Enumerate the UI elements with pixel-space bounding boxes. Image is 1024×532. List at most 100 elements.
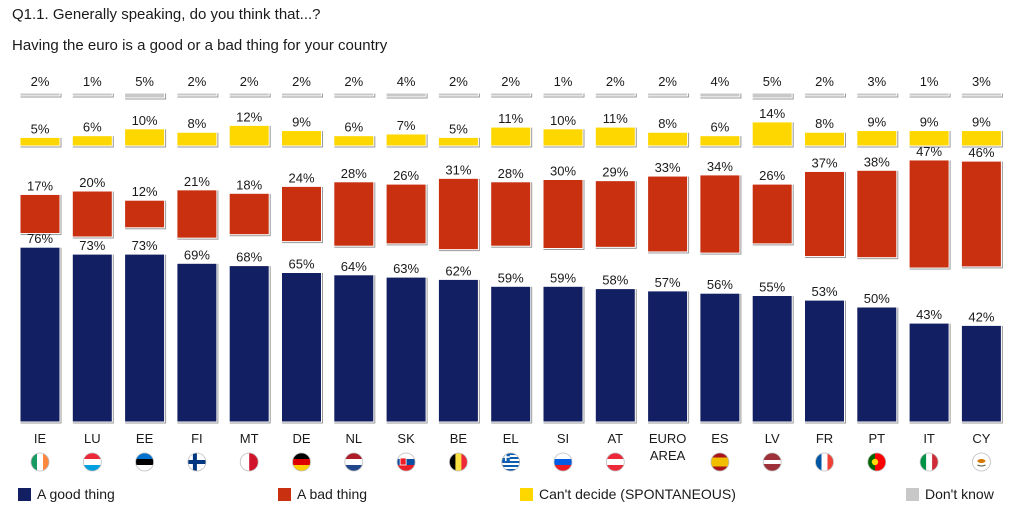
- label-dont-know-nl: 2%: [344, 74, 363, 89]
- legend-swatch-good: [18, 487, 31, 501]
- label-dont-know-euro-area: 2%: [658, 74, 677, 89]
- label-bad-be: 31%: [445, 162, 471, 177]
- label-dont-know-lu: 1%: [83, 74, 102, 89]
- bar-cant-decide-fi: [176, 131, 218, 147]
- label-good-lu: 73%: [79, 238, 105, 253]
- bar-dont-know-de: [281, 92, 322, 97]
- bar-bad-nl: [333, 181, 375, 247]
- label-cant-decide-euro-area: 8%: [658, 116, 677, 131]
- bar-good-sk: [385, 276, 427, 423]
- label-dont-know-lv: 5%: [763, 74, 782, 89]
- label-good-cy: 42%: [968, 309, 994, 324]
- question-subtitle: Having the euro is a good or a bad thing…: [12, 37, 388, 54]
- label-bad-de: 24%: [288, 170, 314, 185]
- category-label-at: AT: [607, 431, 623, 446]
- label-good-de: 65%: [288, 257, 314, 272]
- slovakia-flag-icon: [396, 452, 416, 472]
- bar-good-cy: [960, 324, 1002, 423]
- bar-cant-decide-ie: [19, 136, 61, 147]
- cyprus-flag-icon: [972, 452, 991, 472]
- bar-dont-know-si: [542, 92, 584, 97]
- label-cant-decide-fi: 8%: [188, 116, 207, 131]
- legend-item-good: A good thing: [18, 486, 115, 502]
- bar-cant-decide-pt: [856, 130, 898, 147]
- label-good-fi: 69%: [184, 247, 210, 262]
- latvia-flag-icon: [762, 452, 782, 472]
- label-cant-decide-mt: 12%: [236, 109, 262, 124]
- bar-good-lv: [751, 295, 793, 423]
- bar-dont-know-pt: [856, 92, 898, 97]
- bar-good-fr: [804, 299, 845, 423]
- label-cant-decide-el: 11%: [498, 111, 523, 126]
- label-cant-decide-it: 9%: [920, 115, 939, 130]
- label-dont-know-sk: 4%: [397, 74, 416, 89]
- bar-cant-decide-el: [490, 126, 532, 147]
- bar-dont-know-euro-area: [647, 92, 689, 97]
- label-cant-decide-ee: 10%: [132, 113, 158, 128]
- legend-label-good: A good thing: [37, 486, 115, 502]
- label-dont-know-fi: 2%: [188, 74, 207, 89]
- label-bad-mt: 18%: [236, 177, 262, 192]
- bar-bad-si: [542, 179, 584, 249]
- label-cant-decide-si: 10%: [550, 113, 576, 128]
- bar-bad-it: [908, 159, 950, 269]
- bar-good-lu: [71, 253, 113, 423]
- label-cant-decide-de: 9%: [292, 115, 311, 130]
- bar-cant-decide-ee: [124, 128, 166, 147]
- category-label-ie: IE: [34, 431, 47, 446]
- legend-swatch-cant-decide: [520, 487, 533, 501]
- legend-swatch-dont-know: [906, 487, 919, 501]
- category-label-ee: EE: [136, 431, 154, 446]
- label-cant-decide-fr: 8%: [815, 116, 834, 131]
- label-dont-know-cy: 3%: [972, 74, 991, 89]
- bar-good-nl: [333, 274, 375, 423]
- bar-bad-fi: [176, 189, 218, 239]
- label-good-es: 56%: [707, 277, 733, 292]
- spain-flag-icon: [710, 452, 730, 472]
- bar-good-de: [281, 272, 322, 423]
- estonia-flag-icon: [135, 452, 155, 472]
- finland-flag-icon: [187, 452, 207, 472]
- label-good-pt: 50%: [864, 291, 890, 306]
- label-bad-lv: 26%: [759, 168, 785, 183]
- category-label-el: EL: [503, 431, 519, 446]
- label-bad-el: 28%: [498, 166, 524, 181]
- label-bad-fr: 37%: [811, 155, 837, 170]
- label-dont-know-pt: 3%: [867, 74, 886, 89]
- netherlands-flag-icon: [344, 452, 364, 472]
- bar-dont-know-es: [699, 92, 741, 98]
- label-good-ie: 76%: [27, 231, 53, 246]
- bar-dont-know-nl: [333, 92, 375, 97]
- label-good-lv: 55%: [759, 280, 785, 295]
- label-bad-fi: 21%: [184, 174, 210, 189]
- label-bad-es: 34%: [707, 159, 733, 174]
- bar-dont-know-lv: [751, 92, 793, 99]
- label-bad-ee: 12%: [132, 184, 158, 199]
- label-bad-ie: 17%: [27, 178, 53, 193]
- label-dont-know-el: 2%: [501, 74, 520, 89]
- label-good-ee: 73%: [132, 238, 158, 253]
- label-bad-pt: 38%: [864, 154, 890, 169]
- category-label-euro-area: AREA: [650, 448, 686, 463]
- category-label-es: ES: [711, 431, 729, 446]
- legend-swatch-bad: [278, 487, 291, 501]
- bar-dont-know-fi: [176, 92, 218, 97]
- category-label-lv: LV: [765, 431, 780, 446]
- question-title: Q1.1. Generally speaking, do you think t…: [12, 6, 321, 23]
- category-label-it: IT: [923, 431, 935, 446]
- label-cant-decide-lv: 14%: [759, 106, 785, 121]
- bar-cant-decide-lv: [751, 121, 793, 147]
- category-label-sk: SK: [397, 431, 415, 446]
- bar-cant-decide-be: [437, 136, 479, 147]
- category-label-be: BE: [450, 431, 468, 446]
- italy-flag-icon: [919, 452, 939, 472]
- bar-cant-decide-cy: [960, 130, 1002, 147]
- label-bad-cy: 46%: [968, 145, 994, 160]
- bar-dont-know-ee: [124, 92, 166, 99]
- bar-bad-cy: [960, 160, 1002, 268]
- label-good-fr: 53%: [811, 284, 837, 299]
- label-dont-know-es: 4%: [711, 74, 730, 89]
- bar-bad-sk: [385, 183, 427, 245]
- label-dont-know-si: 1%: [554, 74, 573, 89]
- bar-cant-decide-si: [542, 128, 584, 147]
